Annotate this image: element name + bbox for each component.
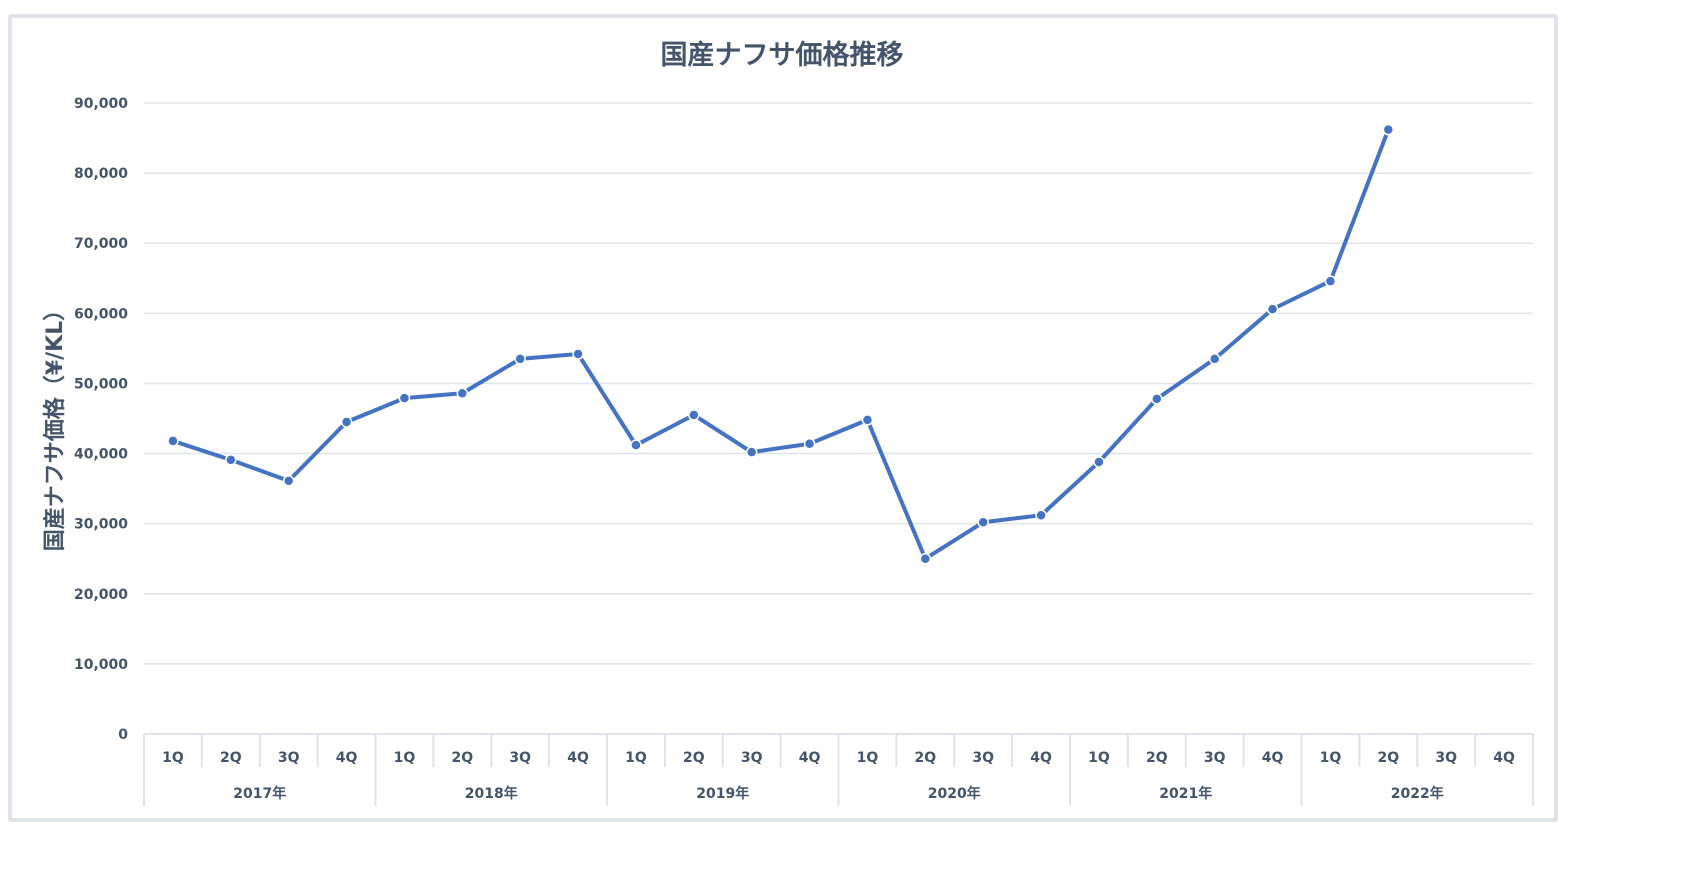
y-tick-label: 70,000 (74, 236, 128, 252)
year-label: 2021年 (1159, 785, 1212, 802)
x-tick-label: 4Q (1493, 750, 1515, 766)
data-point (977, 516, 989, 529)
y-tick-label: 90,000 (74, 96, 128, 112)
x-tick-label: 3Q (1204, 750, 1226, 766)
data-point (1382, 123, 1395, 136)
data-point (919, 552, 932, 565)
year-label: 2018年 (465, 785, 518, 802)
x-tick-label: 3Q (509, 750, 531, 766)
x-tick-label: 4Q (1262, 750, 1284, 766)
data-point (1208, 353, 1221, 365)
data-point (688, 409, 700, 421)
year-label: 2019年 (696, 785, 749, 802)
x-tick-label: 2Q (220, 750, 242, 766)
data-point (1093, 456, 1105, 468)
chart-frame (8, 14, 1558, 822)
y-tick-label: 10,000 (74, 657, 128, 673)
x-tick-label: 1Q (162, 750, 184, 766)
y-tick-label: 30,000 (74, 517, 128, 533)
data-point (745, 446, 758, 458)
year-label: 2022年 (1391, 785, 1444, 802)
x-tick-label: 3Q (278, 750, 300, 766)
data-point (514, 353, 526, 365)
x-tick-label: 2Q (683, 750, 705, 766)
x-tick-label: 4Q (1030, 750, 1052, 766)
data-point (282, 475, 295, 487)
data-point (398, 392, 411, 404)
x-tick-label: 2Q (914, 750, 936, 766)
y-tick-label: 50,000 (74, 376, 128, 392)
x-tick-label: 1Q (857, 750, 879, 766)
x-tick-label: 1Q (1320, 750, 1342, 766)
x-tick-label: 1Q (625, 750, 647, 766)
x-tick-label: 1Q (394, 750, 416, 766)
year-label: 2020年 (928, 785, 981, 802)
y-tick-label: 0 (118, 727, 128, 743)
data-point (572, 348, 584, 360)
x-tick-label: 1Q (1088, 750, 1110, 766)
data-point (1266, 303, 1279, 315)
x-tick-label: 4Q (799, 750, 821, 766)
x-tick-label: 2Q (1146, 750, 1168, 766)
y-tick-label: 20,000 (74, 587, 128, 603)
y-tick-label: 60,000 (74, 306, 128, 322)
x-tick-label: 4Q (336, 750, 358, 766)
y-axis-label: 国産ナフサ価格（¥/KL） (42, 299, 68, 551)
y-tick-label: 80,000 (74, 166, 128, 182)
data-point (861, 414, 874, 426)
x-tick-label: 2Q (1377, 750, 1399, 766)
x-tick-label: 3Q (972, 750, 994, 766)
data-point (1151, 393, 1163, 405)
chart-title: 国産ナフサ価格推移 (661, 39, 904, 71)
x-tick-label: 3Q (1435, 750, 1457, 766)
data-point (1324, 275, 1337, 287)
data-point (225, 454, 237, 466)
y-tick-label: 40,000 (74, 447, 128, 463)
data-point (456, 387, 469, 400)
data-point (340, 416, 353, 428)
data-point (803, 437, 816, 450)
x-tick-label: 2Q (451, 750, 473, 766)
x-tick-label: 3Q (741, 750, 763, 766)
series-line (172, 128, 1391, 561)
data-point (167, 435, 179, 447)
year-label: 2017年 (233, 785, 286, 802)
x-tick-label: 4Q (567, 750, 589, 766)
data-point (630, 439, 642, 451)
data-point (1035, 509, 1047, 522)
